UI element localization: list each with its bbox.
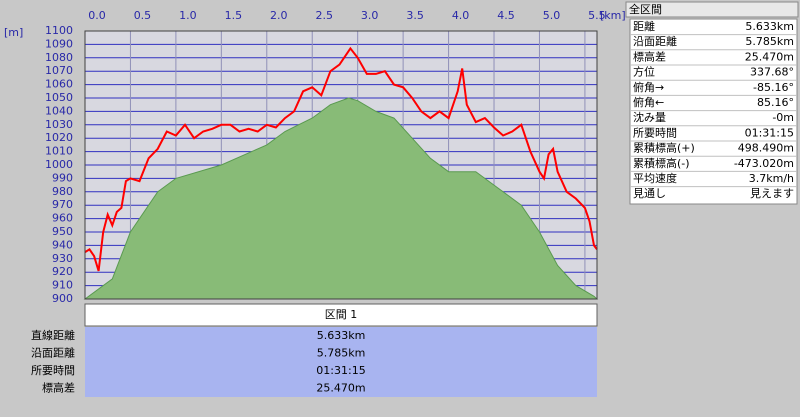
side-value: -473.020m: [734, 157, 794, 170]
x-axis-label: [km]: [600, 9, 626, 22]
x-tick-label: 3.5: [406, 9, 424, 22]
y-tick-label: 1070: [45, 64, 73, 77]
side-value: 3.7km/h: [749, 172, 794, 185]
y-tick-label: 1020: [45, 131, 73, 144]
y-tick-label: 1100: [45, 24, 73, 37]
side-label: 平均速度: [633, 171, 677, 185]
side-value: 01:31:15: [745, 126, 794, 139]
side-label: 見通し: [633, 187, 666, 200]
y-tick-label: 940: [52, 238, 73, 251]
y-tick-label: 950: [52, 225, 73, 238]
section-label: 所要時間: [31, 364, 75, 377]
x-tick-label: 2.5: [315, 9, 333, 22]
side-value: 見えます: [750, 187, 794, 200]
side-value: -85.16°: [753, 81, 794, 94]
section-label: 標高差: [42, 381, 75, 395]
x-tick-label: 1.5: [225, 9, 243, 22]
elevation-line: [84, 46, 598, 272]
y-tick-label: 1030: [45, 118, 73, 131]
y-tick-label: 970: [52, 198, 73, 211]
y-tick-label: 1040: [45, 104, 73, 117]
x-tick-label: 5.0: [543, 9, 561, 22]
terrain-area: [83, 97, 599, 300]
side-label: 累積標高(+): [633, 141, 695, 155]
section-value: 25.470m: [316, 382, 365, 395]
side-value: 85.16°: [757, 96, 794, 109]
y-tick-label: 1050: [45, 91, 73, 104]
side-value: 337.68°: [750, 66, 794, 79]
y-tick-label: 1000: [45, 158, 73, 171]
y-tick-label: 990: [52, 171, 73, 184]
section-body: [85, 327, 597, 397]
y-tick-label: 1060: [45, 78, 73, 91]
side-value: 5.785km: [745, 35, 794, 48]
y-tick-label: 900: [52, 292, 73, 305]
x-tick-label: 1.0: [179, 9, 197, 22]
y-tick-label: 980: [52, 185, 73, 198]
side-value: -0m: [772, 111, 794, 124]
x-tick-label: 2.0: [270, 9, 288, 22]
y-tick-label: 930: [52, 252, 73, 265]
side-value: 5.633km: [745, 20, 794, 33]
section-value: 5.785km: [317, 347, 366, 360]
side-title: 全区間: [629, 2, 662, 16]
y-tick-label: 1090: [45, 37, 73, 50]
y-axis-label: [m]: [4, 26, 23, 39]
side-label: 標高差: [633, 49, 666, 63]
side-label: 方位: [633, 65, 655, 79]
section-label: 沿面距離: [31, 346, 75, 360]
side-value: 25.470m: [745, 50, 794, 63]
y-tick-label: 1080: [45, 51, 73, 64]
x-tick-label: 5.5: [588, 9, 606, 22]
side-label: 沈み量: [633, 110, 666, 124]
y-tick-label: 960: [52, 212, 73, 225]
side-label: 沿面距離: [633, 34, 677, 48]
side-header: [625, 1, 799, 18]
side-label: 俯角←: [633, 95, 664, 109]
x-tick-label: 4.0: [452, 9, 470, 22]
side-label: 俯角→: [633, 80, 664, 94]
side-value: 498.490m: [738, 142, 794, 155]
x-tick-label: 3.0: [361, 9, 379, 22]
y-tick-label: 920: [52, 265, 73, 278]
x-tick-label: 4.5: [497, 9, 515, 22]
side-label: 所要時間: [633, 126, 677, 139]
section-value: 5.633km: [317, 329, 366, 342]
section-header: [84, 303, 598, 327]
x-tick-label: 0.0: [88, 9, 106, 22]
side-label: 距離: [633, 19, 655, 33]
x-tick-label: 0.5: [134, 9, 152, 22]
side-label: 累積標高(-): [633, 156, 690, 170]
section-title: 区間 1: [325, 308, 358, 321]
plot-border: [84, 30, 598, 300]
section-value: 01:31:15: [316, 364, 365, 377]
y-tick-label: 1010: [45, 145, 73, 158]
section-label: 直線距離: [31, 328, 75, 342]
y-tick-label: 910: [52, 279, 73, 292]
